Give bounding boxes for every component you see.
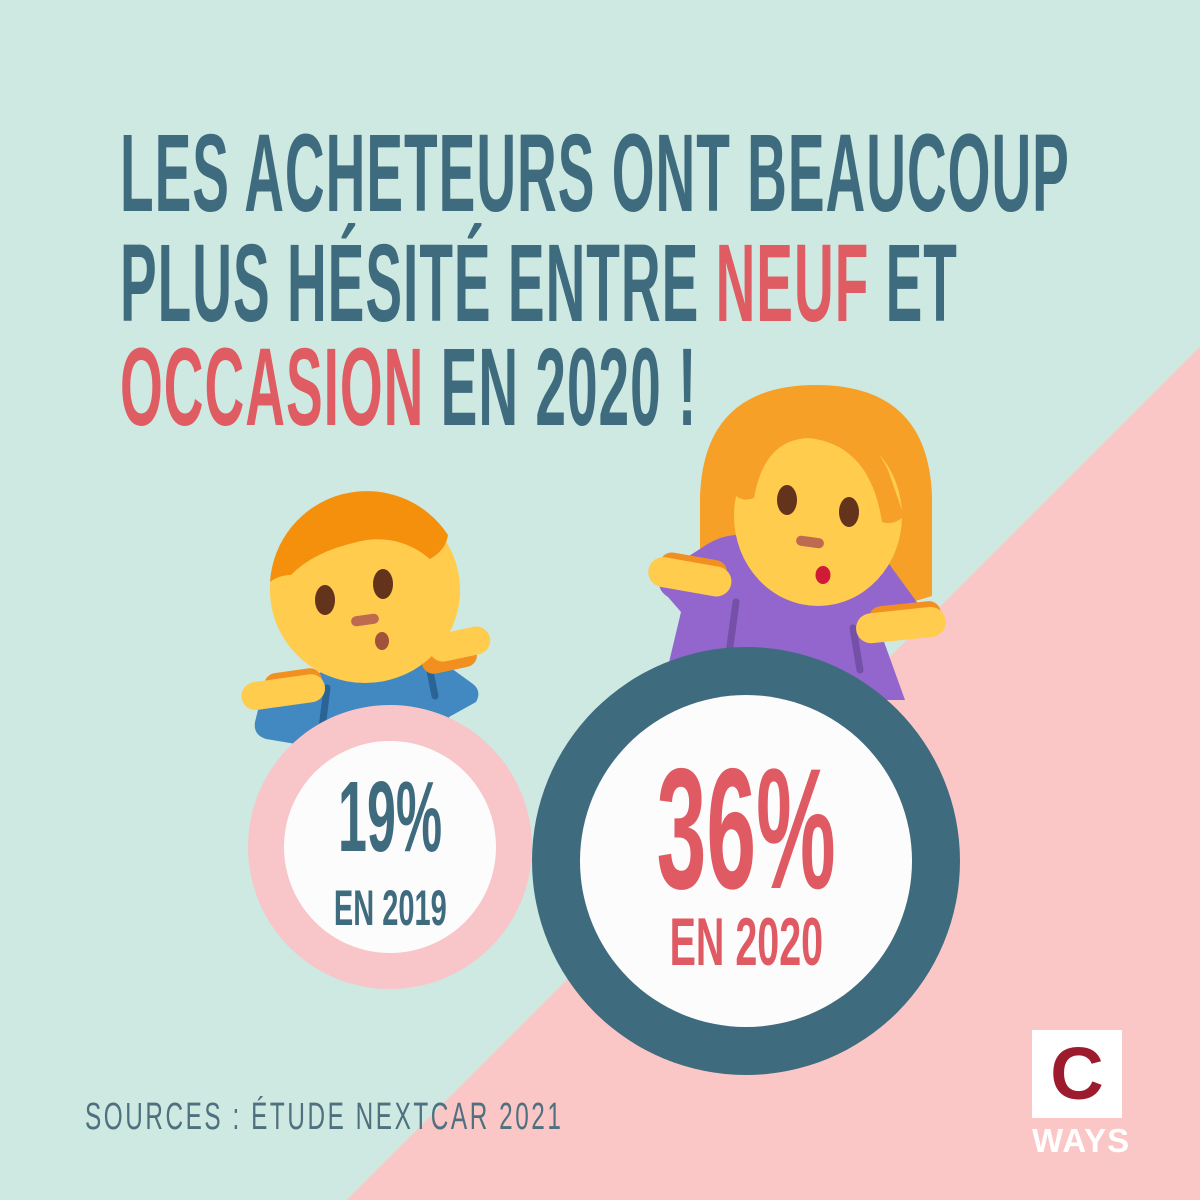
stat-2019-label: EN 2019 [333, 880, 447, 936]
boy-eye-left [315, 585, 335, 615]
stat-2020-value: 36% [656, 733, 836, 925]
headline-line-2: PLUS HÉSITÉ ENTRE NEUF ET [120, 229, 958, 339]
stat-circle-2019: 19% EN 2019 [248, 705, 532, 989]
stat-circle-2019-inner [284, 741, 496, 953]
headline-text: PLUS HÉSITÉ ENTRE [120, 222, 716, 345]
woman-mouth [796, 535, 824, 549]
stat-2020-label: EN 2020 [669, 904, 823, 980]
boy-mouth [351, 613, 379, 627]
boy-left-hand [241, 668, 326, 711]
woman-shrugging-emoji [648, 385, 946, 700]
woman-shirt-seam-left [725, 598, 740, 658]
stat-2019-value: 19% [337, 761, 443, 873]
woman-hair-fringe [736, 416, 904, 524]
stat-circle-2020-inner [580, 695, 912, 1027]
woman-right-hand [856, 601, 946, 644]
cways-logo-square: C [1032, 1030, 1122, 1118]
cways-logo-word: WAYS [1032, 1122, 1131, 1159]
headline-text: ET [869, 222, 958, 345]
cways-logo: C WAYS [1032, 1030, 1131, 1159]
headline-text: EN 2020 ! [424, 326, 698, 449]
stat-circle-2020: 36% EN 2020 [532, 647, 960, 1075]
boy-eye-right [373, 569, 393, 599]
boy-hair [270, 491, 448, 582]
woman-shirt-seam-right [849, 624, 864, 674]
woman-left-hand [648, 552, 732, 597]
headline-highlight-occasion: OCCASION [120, 326, 425, 449]
headline-line-1: LES ACHETEURS ONT BEAUCOUP [120, 119, 1070, 229]
woman-eye-left [777, 485, 797, 515]
headline-line-3: OCCASION EN 2020 ! [120, 333, 697, 443]
cways-logo-letter: C [1050, 1032, 1104, 1115]
headline-text: LES ACHETEURS ONT BEAUCOUP [120, 112, 1070, 235]
woman-lips [815, 566, 831, 584]
source-note: SOURCES : ÉTUDE NEXTCAR 2021 [85, 1096, 564, 1138]
woman-face [734, 426, 902, 606]
headline-highlight-neuf: NEUF [715, 222, 870, 345]
boy-chin-mark [375, 632, 389, 650]
woman-eye-right [839, 497, 859, 527]
